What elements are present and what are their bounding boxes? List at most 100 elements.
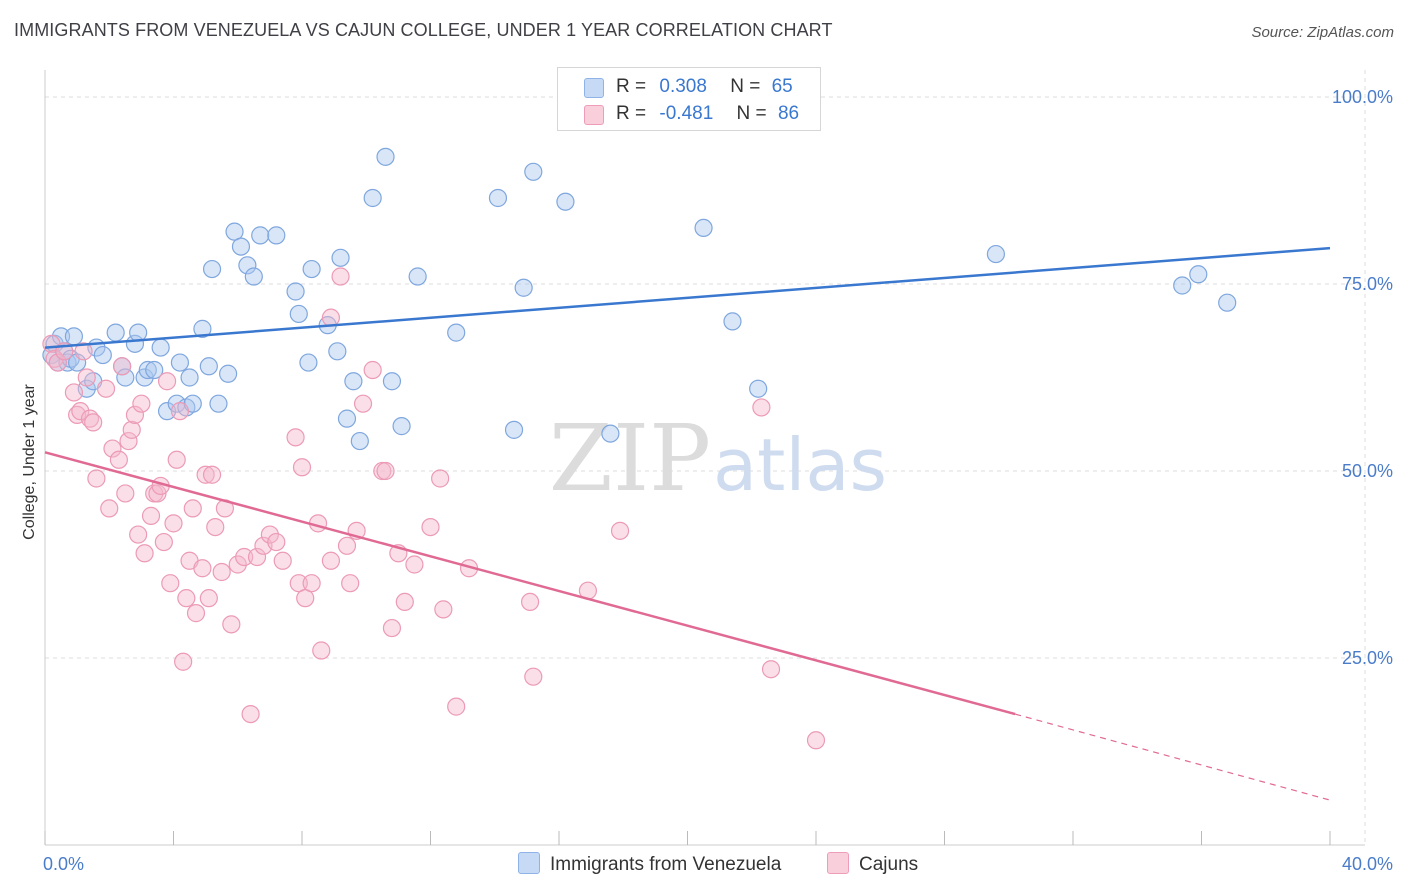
point-venezuela (251, 226, 270, 245)
point-cajuns (64, 383, 84, 402)
y-axis-label: College, Under 1 year (21, 384, 38, 540)
point-cajuns (116, 484, 135, 503)
point-cajuns (202, 465, 222, 484)
point-cajuns (431, 469, 450, 488)
point-cajuns (199, 589, 218, 608)
point-venezuela (363, 188, 382, 208)
point-cajuns (174, 652, 193, 671)
point-venezuela (749, 379, 768, 398)
point-cajuns (434, 600, 453, 619)
point-cajuns (206, 517, 225, 537)
point-cajuns (296, 589, 315, 608)
legend-label-cajuns: Cajuns (859, 854, 919, 875)
point-cajuns (321, 308, 341, 327)
point-cajuns (71, 402, 90, 421)
point-cajuns (520, 592, 540, 612)
legend-swatch-venezuela (518, 852, 540, 874)
point-cajuns (167, 450, 186, 469)
point-venezuela (986, 244, 1006, 264)
y-tick-labels: 25.0% 50.0% 75.0% 100.0% (1332, 87, 1393, 668)
point-cajuns (353, 394, 373, 413)
point-cajuns (119, 431, 138, 451)
point-cajuns (161, 574, 180, 593)
point-venezuela (64, 327, 84, 346)
point-venezuela (376, 147, 395, 166)
point-venezuela (524, 162, 543, 181)
point-cajuns (186, 604, 206, 623)
point-venezuela (116, 368, 135, 387)
watermark: ZIP atlas (549, 405, 887, 512)
point-cajuns (524, 667, 543, 686)
point-venezuela (209, 394, 228, 413)
point-venezuela (350, 431, 369, 451)
data-points (42, 147, 1237, 750)
point-cajuns (212, 562, 231, 582)
legend-n-value: 65 (771, 76, 793, 97)
point-venezuela (244, 267, 263, 286)
point-venezuela (488, 188, 508, 208)
point-venezuela (1218, 293, 1237, 312)
legend-swatch-cajuns (827, 852, 849, 874)
legend-item-cajuns: Cajuns (827, 852, 918, 876)
point-venezuela (129, 323, 148, 342)
legend-swatch-venezuela (584, 78, 604, 98)
point-cajuns (267, 532, 286, 552)
y-tick-label: 25.0% (1342, 648, 1393, 668)
point-venezuela (382, 372, 402, 391)
point-cajuns (183, 499, 202, 518)
trend-line-cajuns (44, 451, 1016, 716)
point-venezuela (151, 338, 170, 357)
legend-r-value: -0.481 (659, 103, 714, 124)
legend-label-venezuela: Immigrants from Venezuela (550, 854, 782, 875)
point-cajuns (331, 267, 350, 286)
point-cajuns (129, 525, 148, 544)
x-tick-label: 0.0% (43, 854, 84, 874)
point-cajuns (193, 559, 212, 578)
point-cajuns (96, 379, 116, 398)
legend-n-label: N = (736, 103, 767, 124)
point-venezuela (1173, 276, 1192, 295)
point-venezuela (344, 372, 363, 391)
point-cajuns (752, 398, 771, 417)
point-cajuns (337, 536, 357, 555)
point-cajuns (77, 368, 96, 387)
y-tick-label: 50.0% (1342, 461, 1393, 481)
point-cajuns (241, 704, 260, 724)
legend-n-label: N = (730, 76, 761, 97)
point-venezuela (202, 259, 222, 279)
point-cajuns (806, 731, 826, 750)
point-cajuns (135, 544, 154, 563)
point-cajuns (74, 342, 93, 361)
point-venezuela (302, 259, 321, 279)
point-venezuela (504, 420, 524, 439)
point-cajuns (109, 450, 128, 469)
point-cajuns (447, 697, 466, 716)
point-cajuns (84, 413, 103, 432)
point-cajuns (421, 517, 440, 537)
point-cajuns (302, 574, 321, 593)
legend-r-value: 0.308 (659, 76, 707, 97)
point-venezuela (68, 353, 87, 372)
point-venezuela (267, 226, 286, 245)
point-cajuns (87, 469, 106, 488)
point-venezuela (180, 368, 199, 387)
correlation-legend: R = 0.308 N = 65 R = -0.481 N = 86 (557, 67, 821, 131)
point-venezuela (238, 256, 257, 275)
point-cajuns (48, 353, 67, 372)
chart-title: IMMIGRANTS FROM VENEZUELA VS CAJUN COLLE… (14, 20, 833, 40)
point-cajuns (103, 439, 122, 458)
point-venezuela (1189, 265, 1208, 284)
point-venezuela (328, 342, 347, 361)
point-cajuns (222, 615, 241, 634)
point-venezuela (337, 409, 357, 428)
point-cajuns (363, 360, 382, 380)
point-venezuela (694, 218, 713, 237)
point-venezuela (447, 323, 466, 342)
point-venezuela (231, 237, 251, 256)
axes (44, 70, 1365, 846)
point-cajuns (125, 405, 145, 424)
point-venezuela (199, 357, 218, 376)
point-venezuela (106, 323, 125, 342)
trend-line-venezuela (44, 246, 1331, 349)
